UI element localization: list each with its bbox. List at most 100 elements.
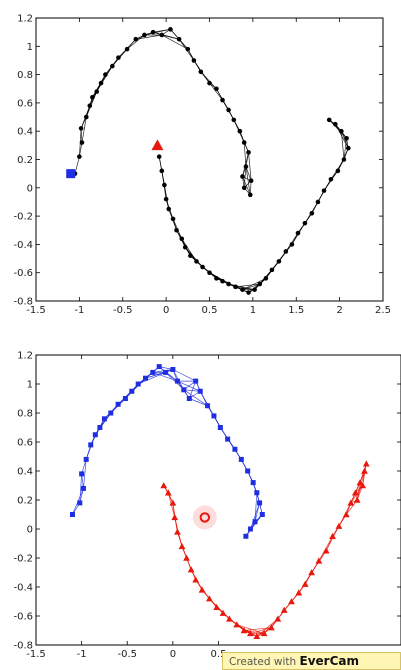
data-point xyxy=(226,107,231,113)
data-point xyxy=(309,210,315,216)
data-point xyxy=(108,410,114,416)
data-point xyxy=(232,446,238,452)
data-point xyxy=(88,442,94,448)
data-point xyxy=(241,140,247,145)
y-tick-label: 0.8 xyxy=(17,70,33,81)
data-point xyxy=(353,496,361,503)
y-tick-label: 0.4 xyxy=(17,127,33,138)
y-tick-label: 0.6 xyxy=(17,98,33,109)
data-point xyxy=(176,36,182,42)
plot-frame xyxy=(35,354,401,646)
x-tick-label: 1 xyxy=(250,305,256,316)
data-point xyxy=(163,369,169,375)
data-point xyxy=(335,168,341,174)
data-point xyxy=(159,168,165,174)
data-point xyxy=(143,375,148,381)
data-point xyxy=(174,528,181,535)
x-tick-label: 2.5 xyxy=(375,305,391,316)
x-tick-label: 0.5 xyxy=(211,649,227,660)
x-tick-label: -1 xyxy=(77,649,87,660)
data-point xyxy=(156,364,162,370)
top-chart: -1.5 -1 -0.5 0 0.5 1 1.5 2 2.5 -0.8 -0.6 -0.4 -0.2 0 0… xyxy=(13,14,390,317)
data-point xyxy=(198,69,204,75)
graph-edge xyxy=(161,34,188,50)
data-point xyxy=(233,284,238,290)
y-tick-label: 0.2 xyxy=(17,496,33,507)
data-point xyxy=(233,621,241,628)
data-point xyxy=(362,460,370,467)
data-point xyxy=(346,145,351,151)
x-tick-label: 2 xyxy=(336,305,342,316)
labeled-node-triangle xyxy=(151,139,164,151)
data-point xyxy=(205,595,213,602)
y-tick-label: 1 xyxy=(27,380,33,391)
data-point xyxy=(342,511,350,518)
y-tick-label: 0 xyxy=(27,525,33,536)
watermark-prefix: Created with xyxy=(229,656,300,668)
data-point xyxy=(344,135,349,141)
data-point xyxy=(185,46,191,52)
data-point xyxy=(220,278,225,284)
data-point xyxy=(181,387,187,393)
data-point xyxy=(110,63,115,69)
data-point xyxy=(179,236,185,242)
x-tick-label: -0.5 xyxy=(117,649,137,660)
data-point xyxy=(160,482,168,489)
graph-edge xyxy=(83,459,87,489)
data-point xyxy=(178,543,186,550)
data-point xyxy=(98,80,104,86)
data-point xyxy=(192,576,200,583)
data-point xyxy=(237,128,243,134)
highlight-glow xyxy=(192,505,217,530)
x-tick-label: 1.5 xyxy=(288,305,304,316)
graph-edge xyxy=(245,166,251,195)
data-point xyxy=(351,489,359,496)
data-point xyxy=(186,396,192,401)
graph-edge xyxy=(343,138,347,160)
bottom-chart: -1.5 -1 -0.5 0 0.5 -0.8 -0.6 -0.4 -0.2 0 0.2 0.4 0.6… xyxy=(13,351,401,660)
data-point xyxy=(332,121,338,127)
y-tick-label: -0.2 xyxy=(13,554,33,565)
graph-edge xyxy=(250,627,272,634)
y-tick-label: 1.2 xyxy=(17,351,33,362)
data-point xyxy=(254,490,260,496)
data-point xyxy=(335,522,343,529)
data-point xyxy=(315,199,321,205)
data-point xyxy=(246,150,251,155)
graph-edge xyxy=(165,372,185,391)
graph-edge xyxy=(243,166,247,188)
data-point xyxy=(170,216,176,222)
data-point xyxy=(188,253,193,259)
data-point xyxy=(247,192,253,198)
data-point xyxy=(315,557,323,564)
graph-edge xyxy=(242,176,251,196)
data-point xyxy=(200,264,205,270)
graph-edge xyxy=(80,128,83,143)
data-point xyxy=(164,489,172,496)
data-point xyxy=(253,632,261,640)
graph-edge xyxy=(242,278,267,290)
data-point xyxy=(97,425,103,430)
data-point xyxy=(347,499,355,506)
data-point xyxy=(124,46,130,52)
graph-edge xyxy=(362,463,367,486)
graph-edge xyxy=(242,283,260,291)
plot-frame xyxy=(35,17,384,302)
data-point xyxy=(240,174,245,179)
y-tick-label: 0 xyxy=(27,183,33,194)
data-point xyxy=(247,630,254,637)
data-point xyxy=(214,276,219,281)
data-point xyxy=(295,589,303,596)
data-point xyxy=(191,58,197,63)
graph-edge xyxy=(188,380,197,399)
y-tick-label: -0.4 xyxy=(13,240,33,251)
graph-edge xyxy=(254,492,258,522)
labeled-node-square xyxy=(66,169,76,179)
data-point xyxy=(115,401,121,407)
graph-edge xyxy=(152,369,173,373)
graph-edge xyxy=(153,28,171,33)
data-point xyxy=(322,547,330,554)
data-point xyxy=(248,178,254,184)
x-tick-label: 0 xyxy=(170,649,176,660)
